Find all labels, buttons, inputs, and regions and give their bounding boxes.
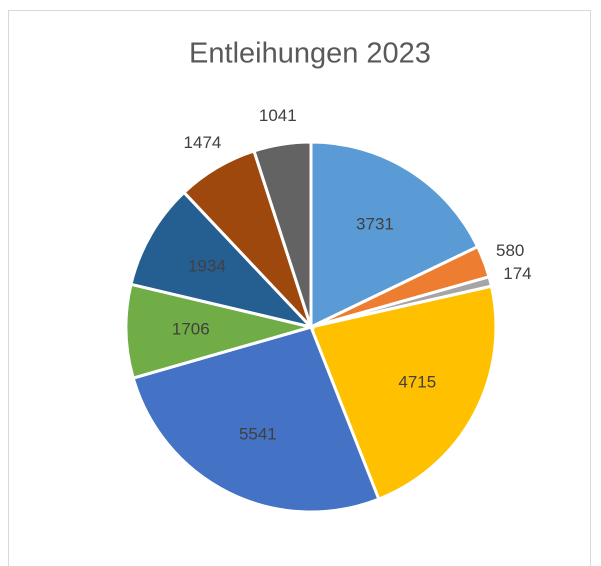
- data-label: 580: [496, 241, 524, 260]
- data-label: 1934: [188, 256, 226, 275]
- data-label: 1706: [172, 319, 210, 338]
- data-label: 4715: [398, 373, 436, 392]
- chart-title: Entleihungen 2023: [189, 38, 431, 70]
- data-label: 1041: [259, 106, 297, 125]
- data-label: 3731: [356, 215, 394, 234]
- pie-slice: [252, 140, 313, 328]
- data-label: 174: [503, 264, 531, 283]
- data-label: 1474: [184, 133, 222, 152]
- data-label: 5541: [239, 424, 277, 443]
- pie-slice: [129, 190, 316, 330]
- pie-slice: [308, 284, 498, 502]
- pie-slice: [131, 325, 381, 514]
- pie-slice: [309, 140, 480, 330]
- pie-slice: [124, 282, 317, 380]
